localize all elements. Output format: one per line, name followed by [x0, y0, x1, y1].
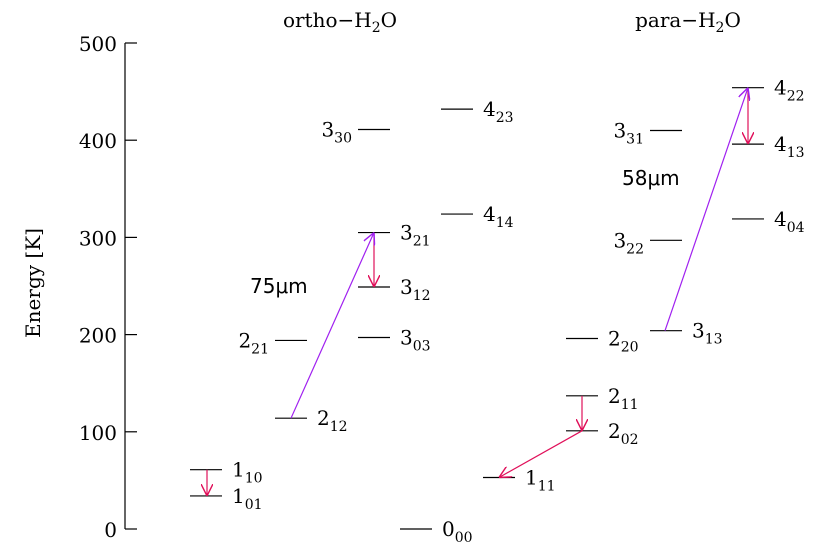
level-label: 330 [321, 118, 352, 147]
y-tick-label: 300 [79, 226, 117, 250]
level-k: 31 [626, 131, 644, 147]
level-j: 3 [400, 275, 413, 299]
level-k: 12 [413, 288, 431, 304]
level-j: 2 [608, 384, 621, 408]
level-k: 10 [245, 471, 263, 487]
level-j: 2 [608, 326, 621, 350]
title-sub: 2 [372, 20, 381, 36]
level-label: 101 [232, 484, 263, 513]
level-label: 404 [774, 207, 805, 236]
level-label: 422 [774, 76, 805, 105]
annotation: 75μm [250, 274, 308, 298]
level-label: 202 [608, 419, 639, 448]
level-label: 303 [400, 326, 431, 355]
level-k: 22 [626, 241, 644, 257]
level-k: 23 [496, 110, 514, 126]
level-k: 02 [621, 432, 639, 448]
group-title: ortho−H2O [283, 8, 397, 36]
annotation: 58μm [622, 166, 680, 190]
level-j: 4 [774, 76, 787, 100]
level-k: 13 [787, 145, 805, 161]
title-part: para−H [635, 8, 715, 32]
level-k: 11 [538, 478, 556, 494]
y-tick-label: 500 [79, 32, 117, 56]
level-j: 2 [238, 328, 251, 352]
level-k: 11 [621, 397, 639, 413]
level-j: 3 [613, 118, 626, 142]
title-part: O [381, 8, 397, 32]
level-k: 30 [334, 131, 352, 147]
level-label: 423 [483, 97, 514, 126]
y-tick-label: 200 [79, 324, 117, 348]
group-title: para−H2O [635, 8, 741, 36]
level-label: 221 [238, 328, 269, 357]
level-j: 3 [321, 118, 334, 142]
level-j: 1 [525, 465, 538, 489]
level-j: 0 [442, 517, 455, 541]
level-label: 312 [400, 275, 431, 304]
level-j: 3 [400, 221, 413, 245]
level-k: 01 [245, 497, 263, 513]
level-k: 21 [413, 234, 431, 250]
transition-arrow [290, 233, 374, 419]
level-label: 321 [400, 221, 431, 250]
level-j: 3 [400, 326, 413, 350]
level-label: 212 [317, 406, 348, 435]
level-k: 14 [496, 215, 514, 231]
level-j: 4 [774, 207, 787, 231]
level-k: 03 [413, 339, 431, 355]
level-j: 1 [232, 458, 245, 482]
level-j: 3 [692, 319, 705, 343]
level-label: 331 [613, 118, 644, 147]
level-k: 00 [455, 530, 473, 546]
title-part: ortho−H [283, 8, 372, 32]
transition-arrow [664, 88, 748, 331]
title-part: O [724, 8, 740, 32]
level-j: 2 [317, 406, 330, 430]
level-label: 414 [483, 202, 514, 231]
level-label: 220 [608, 326, 639, 355]
level-k: 20 [621, 339, 639, 355]
level-j: 4 [774, 132, 787, 156]
level-j: 4 [483, 97, 496, 121]
level-k: 04 [787, 220, 805, 236]
level-label: 111 [525, 465, 556, 494]
level-label: 110 [232, 458, 263, 487]
level-k: 13 [705, 332, 723, 348]
y-tick-label: 0 [104, 518, 117, 542]
y-tick-label: 100 [79, 421, 117, 445]
level-j: 2 [608, 419, 621, 443]
level-k: 22 [787, 89, 805, 105]
y-axis-label: Energy [K] [21, 228, 45, 338]
level-label: 322 [613, 228, 644, 257]
y-tick-label: 400 [79, 129, 117, 153]
level-j: 4 [483, 202, 496, 226]
level-label: 211 [608, 384, 639, 413]
level-label: 000 [442, 517, 473, 546]
transition-arrow [499, 430, 583, 478]
level-label: 413 [774, 132, 805, 161]
level-j: 1 [232, 484, 245, 508]
level-k: 21 [251, 341, 269, 357]
level-label: 313 [692, 319, 723, 348]
level-j: 3 [613, 228, 626, 252]
title-sub: 2 [716, 20, 725, 36]
level-k: 12 [330, 419, 348, 435]
